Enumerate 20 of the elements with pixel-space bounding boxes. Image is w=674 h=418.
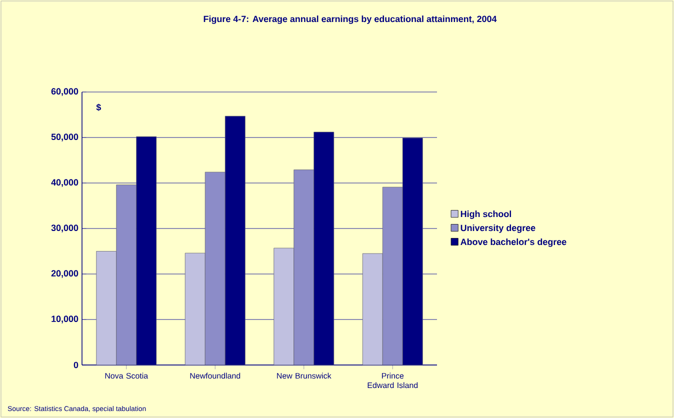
legend-label: Above bachelor's degree: [460, 238, 566, 247]
annotation: $: [96, 104, 102, 112]
y-tick-label: 40,000: [51, 179, 78, 187]
y-tick-label: 60,000: [51, 88, 78, 96]
bar: [294, 170, 314, 365]
y-tick-label: 30,000: [51, 224, 78, 232]
bar: [116, 184, 137, 365]
bar: [96, 251, 117, 365]
bar: [204, 172, 226, 365]
bar: [362, 253, 383, 365]
bar: [382, 186, 403, 365]
chart-title: Figure 4-7: Average annual earnings by educational attainment, 2004: [204, 16, 497, 24]
bar: [274, 248, 294, 365]
legend-label: University degree: [460, 224, 536, 233]
y-tick-label: 10,000: [52, 316, 78, 324]
y-tick-label: 0: [74, 362, 78, 368]
y-tick-label: 20,000: [51, 270, 78, 278]
y-tick-label: 50,000: [51, 134, 78, 142]
bar: [184, 252, 206, 365]
legend-label: High school: [460, 210, 511, 219]
